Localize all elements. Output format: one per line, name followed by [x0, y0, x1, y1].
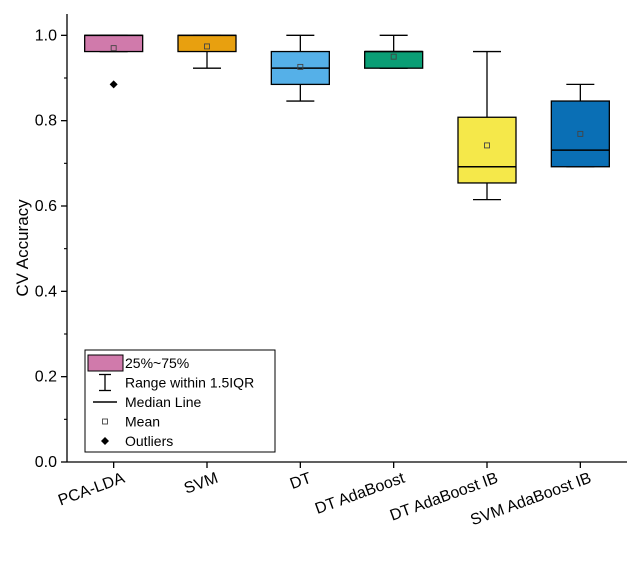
mean-marker	[204, 43, 210, 50]
box-group-pca-lda	[84, 34, 144, 89]
mean-marker	[577, 130, 584, 137]
mean-marker	[390, 53, 397, 60]
legend-box-swatch	[87, 354, 124, 372]
legend-label: Outliers	[125, 433, 173, 449]
y-axis-title: CV Accuracy	[13, 199, 32, 297]
box-group-svm	[177, 34, 237, 69]
legend-label: Mean	[125, 414, 160, 430]
mean-marker	[484, 142, 490, 149]
x-tick-label: DT	[288, 470, 314, 493]
mean-marker	[297, 63, 304, 70]
x-tick-label: PCA-LDA	[56, 470, 127, 510]
mean-marker	[110, 45, 117, 52]
outlier-marker	[109, 80, 118, 89]
legend: 25%~75% Range within 1.5IQR Median Line Mea…	[84, 349, 276, 453]
legend-label: Range within 1.5IQR	[125, 375, 254, 391]
y-tick-label: 0.6	[35, 198, 57, 215]
legend-outlier-swatch	[101, 437, 109, 445]
y-tick-label: 0.2	[35, 369, 57, 386]
y-tick-label: 0.4	[35, 283, 57, 300]
y-tick-label: 0.0	[35, 454, 57, 471]
box-group-svm-adaboost-ib	[550, 83, 610, 168]
box-group-dt-adaboost-ib	[457, 50, 517, 201]
y-tick-label: 1.0	[35, 27, 57, 44]
iqr-box	[457, 116, 517, 184]
box-group-dt-adaboost	[364, 34, 424, 69]
legend-label: 25%~75%	[125, 355, 189, 371]
iqr-box	[84, 34, 144, 53]
y-tick-label: 0.8	[35, 113, 57, 130]
x-tick-label: SVM	[182, 470, 220, 498]
plot-area	[84, 34, 610, 201]
iqr-box	[550, 100, 610, 168]
box-group-dt	[270, 34, 330, 102]
legend-label: Median Line	[125, 394, 201, 410]
legend-mean-swatch	[102, 418, 108, 425]
